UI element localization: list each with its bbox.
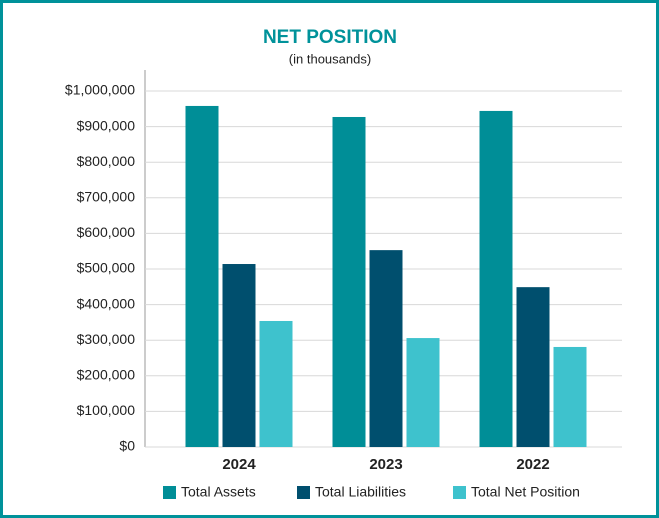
y-tick-label: $700,000 bbox=[77, 189, 136, 205]
y-tick-label: $900,000 bbox=[77, 117, 136, 133]
y-tick-label: $300,000 bbox=[77, 331, 136, 347]
bar bbox=[332, 116, 366, 447]
x-tick-label: 2022 bbox=[516, 456, 549, 473]
bar bbox=[185, 105, 219, 448]
bar bbox=[516, 287, 550, 447]
x-tick-label: 2023 bbox=[369, 456, 402, 473]
legend-label: Total Liabilities bbox=[315, 484, 406, 500]
legend-label: Total Assets bbox=[181, 484, 256, 500]
legend-swatch bbox=[163, 486, 176, 499]
y-tick-label: $800,000 bbox=[77, 153, 136, 169]
x-tick-label: 2024 bbox=[222, 456, 256, 473]
chart-title: NET POSITION bbox=[263, 27, 397, 48]
y-tick-label: $600,000 bbox=[77, 224, 136, 240]
legend-label: Total Net Position bbox=[471, 484, 580, 500]
y-tick-label: $200,000 bbox=[77, 367, 136, 383]
y-tick-label: $0 bbox=[119, 438, 135, 454]
legend-swatch bbox=[297, 486, 310, 499]
bar bbox=[406, 338, 440, 447]
bar bbox=[553, 346, 587, 447]
y-tick-label: $400,000 bbox=[77, 295, 136, 311]
y-tick-label: $100,000 bbox=[77, 402, 136, 418]
bar bbox=[369, 250, 403, 447]
y-tick-label: $1,000,000 bbox=[65, 82, 135, 98]
bar bbox=[479, 110, 513, 447]
chart-subtitle: (in thousands) bbox=[289, 51, 371, 66]
bar bbox=[259, 320, 293, 447]
bar bbox=[222, 264, 256, 447]
legend-swatch bbox=[453, 486, 466, 499]
y-tick-label: $500,000 bbox=[77, 260, 136, 276]
